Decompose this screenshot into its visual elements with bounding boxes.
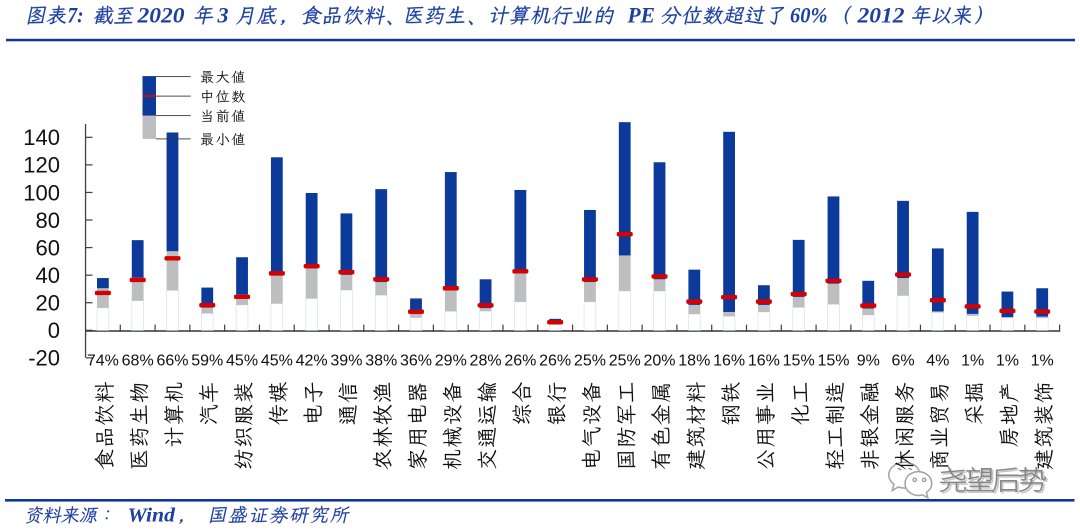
svg-text:66%: 66%	[156, 353, 188, 370]
svg-text:39%: 39%	[330, 353, 362, 370]
svg-text:3: 3	[217, 2, 229, 27]
svg-text:59%: 59%	[191, 353, 223, 370]
svg-text:Wind: Wind	[128, 505, 177, 527]
svg-text:1%: 1%	[961, 353, 984, 370]
svg-text:42%: 42%	[296, 353, 328, 370]
svg-text:6%: 6%	[891, 353, 914, 370]
svg-text:120: 120	[23, 153, 60, 178]
svg-text:18%: 18%	[678, 353, 710, 370]
svg-text:60%: 60%	[790, 2, 828, 27]
svg-text:74%: 74%	[87, 353, 119, 370]
svg-text:15%: 15%	[817, 353, 849, 370]
svg-text:100: 100	[23, 180, 60, 205]
svg-text:25%: 25%	[574, 353, 606, 370]
svg-text:29%: 29%	[435, 353, 467, 370]
svg-text:2012: 2012	[856, 2, 904, 27]
svg-text:-20: -20	[28, 346, 60, 371]
svg-text:9%: 9%	[857, 353, 880, 370]
svg-text:25%: 25%	[609, 353, 641, 370]
svg-text:45%: 45%	[226, 353, 258, 370]
svg-text:45%: 45%	[261, 353, 293, 370]
svg-text:26%: 26%	[539, 353, 571, 370]
svg-text:20: 20	[36, 291, 60, 316]
svg-text:80: 80	[36, 208, 60, 233]
svg-text:28%: 28%	[470, 353, 502, 370]
svg-text:7:: 7:	[68, 2, 84, 27]
svg-text:60: 60	[36, 235, 60, 260]
svg-text:38%: 38%	[365, 353, 397, 370]
svg-text:36%: 36%	[400, 353, 432, 370]
svg-text:68%: 68%	[122, 353, 154, 370]
svg-text:0: 0	[48, 318, 60, 343]
svg-text:16%: 16%	[748, 353, 780, 370]
svg-text:16%: 16%	[713, 353, 745, 370]
svg-text:1%: 1%	[996, 353, 1019, 370]
svg-text:20%: 20%	[644, 353, 676, 370]
svg-text:26%: 26%	[504, 353, 536, 370]
svg-text:140: 140	[23, 125, 60, 150]
svg-text:1%: 1%	[1031, 353, 1054, 370]
svg-text:4%: 4%	[926, 353, 949, 370]
svg-text:2020: 2020	[136, 2, 184, 27]
svg-text:PE: PE	[627, 2, 655, 27]
svg-text:40: 40	[36, 263, 60, 288]
svg-text:15%: 15%	[783, 353, 815, 370]
